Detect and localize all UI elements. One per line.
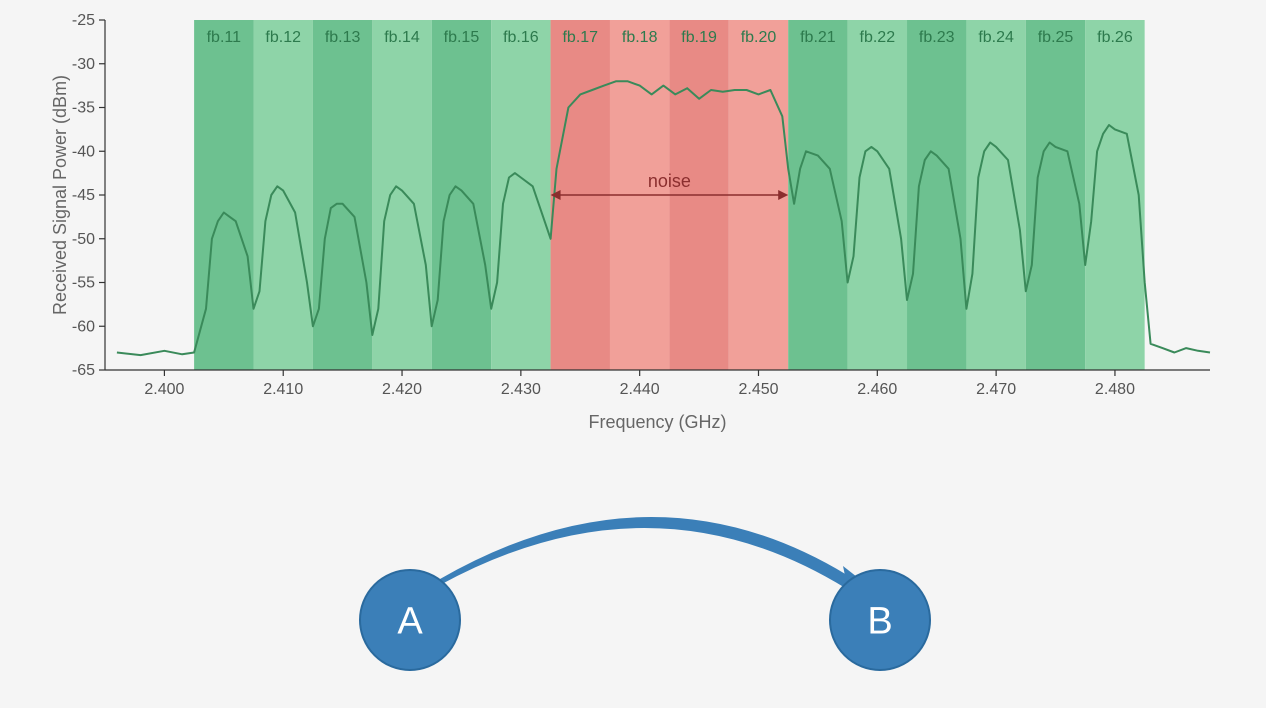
band-label: fb.20 — [741, 29, 777, 46]
ytick-label: -55 — [72, 275, 95, 292]
node-label-A: A — [397, 600, 423, 642]
band-fb.16 — [491, 20, 550, 370]
ytick-label: -40 — [72, 143, 95, 160]
edge-arc — [440, 517, 847, 589]
ylabel: Received Signal Power (dBm) — [50, 75, 70, 315]
xtick-label: 2.470 — [976, 381, 1016, 398]
band-label: fb.13 — [325, 29, 361, 46]
ytick-label: -25 — [72, 12, 95, 29]
band-label: fb.22 — [860, 29, 896, 46]
xtick-label: 2.450 — [738, 381, 778, 398]
band-label: fb.16 — [503, 29, 539, 46]
xtick-label: 2.440 — [620, 381, 660, 398]
band-fb.23 — [907, 20, 966, 370]
chart-svg: fb.11 fb.12 fb.13 fb.14 fb.15 fb.16 fb.17 fb.18… — [50, 10, 1230, 440]
xtick-label: 2.400 — [144, 381, 184, 398]
band-label: fb.23 — [919, 29, 955, 46]
xtick-label: 2.430 — [501, 381, 541, 398]
band-fb.14 — [372, 20, 431, 370]
ytick-label: -45 — [72, 187, 95, 204]
band-label: fb.19 — [681, 29, 717, 46]
band-label: fb.12 — [265, 29, 301, 46]
band-label: fb.24 — [978, 29, 1014, 46]
ytick-label: -30 — [72, 56, 95, 73]
band-label: fb.26 — [1097, 29, 1133, 46]
band-label: fb.21 — [800, 29, 836, 46]
figure-container: fb.11 fb.12 fb.13 fb.14 fb.15 fb.16 fb.17 fb.18… — [0, 0, 1266, 708]
noise-label: noise — [648, 171, 691, 191]
band-fb.24 — [966, 20, 1025, 370]
ytick-label: -65 — [72, 362, 95, 379]
band-fb.22 — [848, 20, 907, 370]
ytick-label: -35 — [72, 100, 95, 117]
band-fb.15 — [432, 20, 491, 370]
node-label-B: B — [867, 600, 892, 642]
spectrum-chart: fb.11 fb.12 fb.13 fb.14 fb.15 fb.16 fb.17 fb.18… — [50, 10, 1230, 440]
band-fb.12 — [254, 20, 313, 370]
ytick-label: -60 — [72, 318, 95, 335]
band-fb.21 — [788, 20, 847, 370]
node-diagram: AB — [350, 470, 950, 700]
band-label: fb.17 — [562, 29, 598, 46]
xtick-label: 2.480 — [1095, 381, 1135, 398]
band-label: fb.25 — [1038, 29, 1074, 46]
ytick-label: -50 — [72, 231, 95, 248]
band-label: fb.18 — [622, 29, 658, 46]
xtick-label: 2.420 — [382, 381, 422, 398]
diagram-svg: AB — [350, 470, 950, 700]
xtick-label: 2.410 — [263, 381, 303, 398]
xlabel: Frequency (GHz) — [588, 412, 726, 432]
band-fb.13 — [313, 20, 372, 370]
band-label: fb.14 — [384, 29, 420, 46]
band-label: fb.11 — [207, 29, 242, 46]
xtick-label: 2.460 — [857, 381, 897, 398]
band-label: fb.15 — [444, 29, 480, 46]
